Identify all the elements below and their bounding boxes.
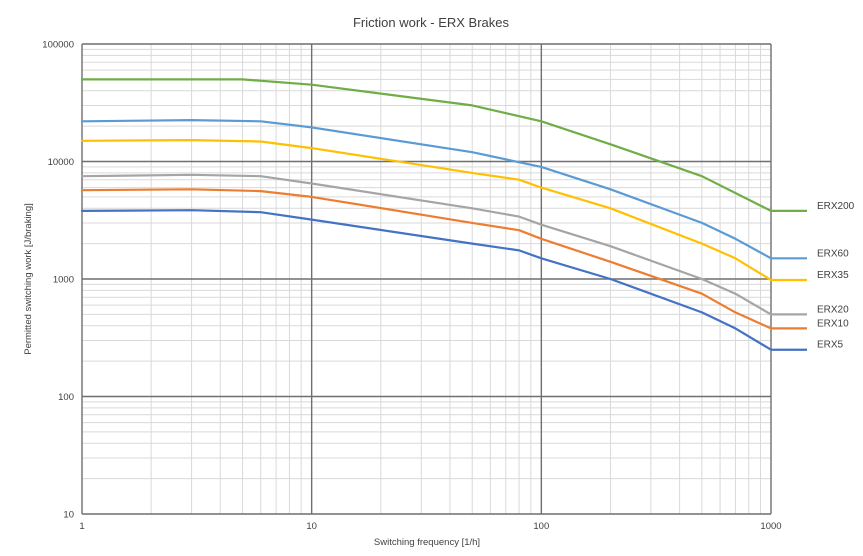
chart-title: Friction work - ERX Brakes	[353, 15, 510, 30]
series-line-erx35	[80, 139, 773, 282]
series-label-erx5: ERX5	[817, 340, 844, 351]
y-tick-label: 1000	[53, 275, 74, 286]
series-layer	[80, 78, 807, 351]
y-axis-label: Permitted switching work [J/braking]	[23, 203, 34, 355]
y-tick-label: 100	[58, 392, 74, 403]
series-label-erx200: ERX200	[817, 201, 855, 212]
series-label-erx60: ERX60	[817, 248, 849, 259]
series-label-erx10: ERX10	[817, 318, 849, 329]
x-tick-label: 1000	[760, 521, 781, 532]
y-tick-label: 100000	[42, 40, 74, 51]
series-label-layer: ERX200 ERX60 ERX35 ERX20 ERX10 ERX5	[817, 201, 855, 351]
series-line-erx20	[80, 173, 773, 316]
x-tick-label: 100	[533, 521, 549, 532]
series-label-erx35: ERX35	[817, 270, 849, 281]
series-line-erx60	[80, 119, 773, 260]
series-label-erx20: ERX20	[817, 304, 849, 315]
tick-label-layer: 1 10 100 1000 10 100 1000 10000 100000	[42, 40, 781, 533]
x-tick-label: 1	[79, 521, 84, 532]
x-tick-label: 10	[306, 521, 317, 532]
y-tick-label: 10000	[48, 157, 74, 168]
y-tick-label: 10	[63, 510, 74, 521]
x-axis-label: Switching frequency [1/h]	[374, 537, 480, 548]
series-line-erx200	[80, 78, 773, 212]
series-line-erx5	[80, 209, 773, 351]
series-line-erx10	[80, 188, 773, 330]
